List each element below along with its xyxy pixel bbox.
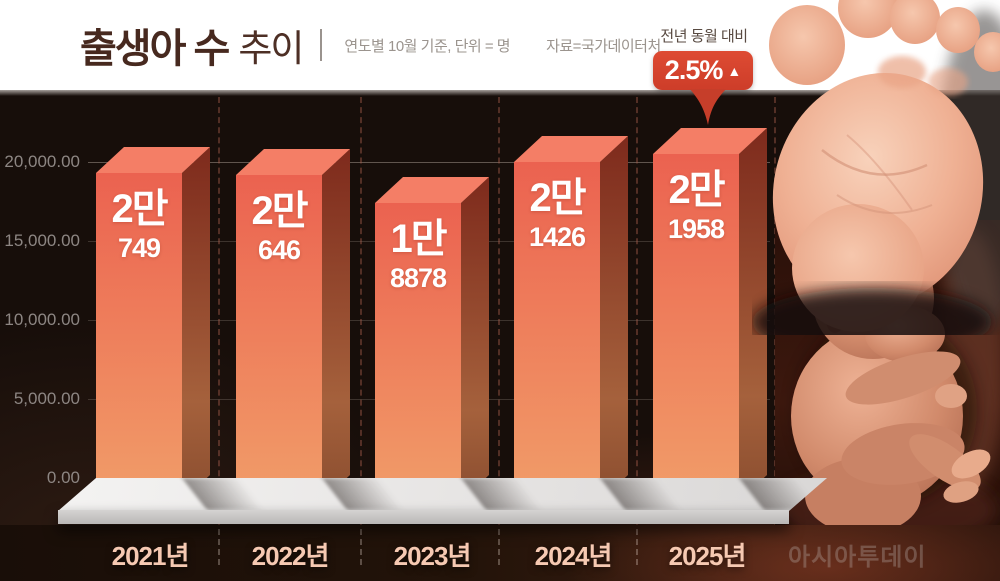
baby-foot-image	[752, 0, 1000, 335]
callout-caption: 전년 동월 대비	[660, 28, 748, 45]
x-axis-label-2021: 2021년	[111, 541, 190, 571]
x-axis-separator	[498, 529, 500, 565]
floor-platform	[55, 477, 835, 525]
title-divider	[320, 29, 323, 61]
bar-front-face: 1만 8878	[375, 203, 461, 501]
bar-value-main: 2만	[668, 168, 725, 212]
growth-rate-value: 2.5%	[664, 55, 724, 85]
bar-shadow	[739, 478, 823, 510]
bar-2021: 2만 749	[96, 147, 210, 501]
bar-shadow	[322, 478, 406, 510]
y-axis-tick-label: 20,000.00	[4, 152, 80, 171]
bar-value-sub: 1426	[528, 222, 586, 252]
bar-2023: 1만 8878	[375, 177, 489, 501]
plot-separator-line	[218, 97, 220, 557]
bar-front-face: 2만 646	[236, 175, 322, 501]
bar-2025: 2만 1958	[653, 128, 767, 501]
bar-side-face	[322, 149, 350, 501]
gridline-20000	[88, 162, 770, 163]
up-arrow-icon: ▲	[727, 62, 742, 79]
y-axis-tick-label: 15,000.00	[4, 231, 80, 250]
x-axis-separator	[218, 529, 220, 565]
bar-value-main: 2만	[251, 189, 308, 233]
callout-pointer	[690, 89, 726, 125]
title-main: 출생아 수	[80, 27, 230, 71]
bar-side-face	[182, 147, 210, 501]
y-axis-tick-label: 10,000.00	[4, 310, 80, 329]
x-axis-label-2025: 2025년	[668, 541, 747, 571]
chart-basis-note: 연도별 10월 기준, 단위 = 명	[344, 37, 511, 55]
bar-value-sub: 1958	[667, 214, 725, 244]
bar-value-main: 2만	[111, 187, 168, 231]
plot-separator-line	[498, 97, 500, 557]
bar-side-face	[600, 136, 628, 501]
y-axis-tick-label: 0.00	[46, 468, 80, 487]
bar-shadow	[182, 478, 266, 510]
bar-front-face: 2만 749	[96, 173, 182, 501]
x-axis-separator	[360, 529, 362, 565]
plot-separator-line	[360, 97, 362, 557]
growth-rate-badge: 2.5% ▲	[653, 51, 753, 90]
publisher-watermark: 아시아투데이	[788, 544, 927, 571]
bar-shadow	[600, 478, 684, 510]
data-source-note: 자료=국가데이터처	[546, 37, 661, 55]
bar-shadow	[461, 478, 545, 510]
bar-value-main: 1만	[390, 217, 447, 261]
page-title: 출생아 수 추이 연도별 10월 기준, 단위 = 명 자료=국가데이터처	[80, 16, 661, 74]
x-axis-label-2023: 2023년	[393, 541, 472, 571]
bar-front-face: 2만 1426	[514, 162, 600, 501]
bar-value-sub: 749	[117, 233, 161, 263]
bar-2024: 2만 1426	[514, 136, 628, 501]
title-sub: 추이	[238, 28, 304, 69]
platform-top-face	[58, 478, 827, 511]
plot-separator-line	[636, 97, 638, 557]
bar-value-sub: 8878	[389, 263, 447, 293]
bar-2022: 2만 646	[236, 149, 350, 501]
platform-front-face	[58, 510, 789, 524]
bar-value-main: 2만	[529, 176, 586, 220]
x-axis-label-2022: 2022년	[251, 541, 330, 571]
bar-side-face	[461, 177, 489, 501]
x-axis-separator	[636, 529, 638, 565]
bar-value-sub: 646	[257, 235, 301, 265]
y-axis-tick-label: 5,000.00	[13, 389, 80, 408]
x-axis-label-2024: 2024년	[534, 541, 613, 571]
bar-front-face: 2만 1958	[653, 154, 739, 501]
